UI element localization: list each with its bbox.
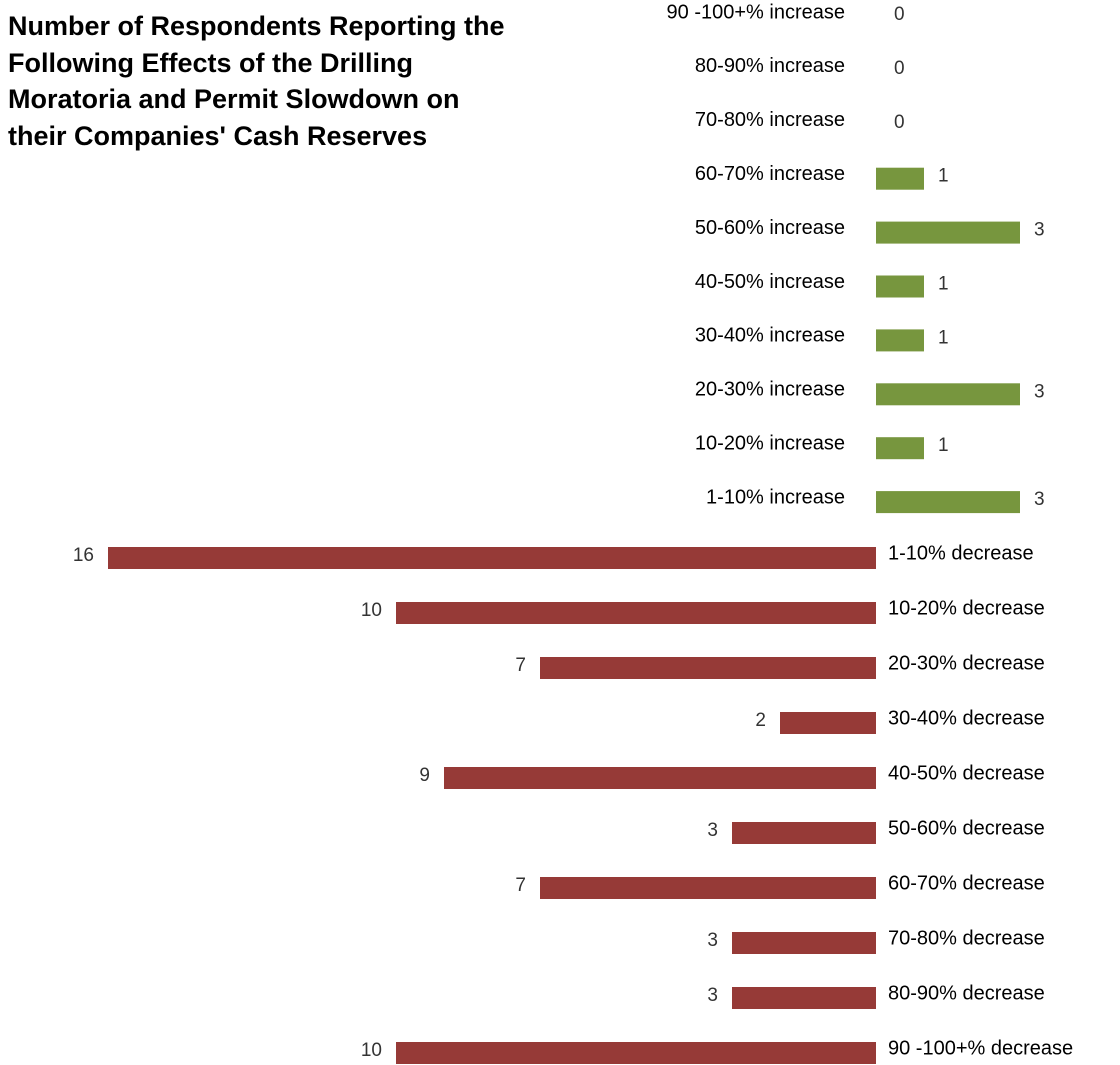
category-label: 40-50% decrease (888, 762, 1045, 784)
bar (732, 932, 876, 954)
value-label: 3 (1034, 220, 1045, 241)
category-label: 50-60% decrease (888, 817, 1045, 839)
value-label: 1 (938, 166, 949, 187)
category-label: 80-90% increase (695, 55, 845, 77)
value-label: 16 (73, 545, 94, 566)
category-label: 70-80% decrease (888, 927, 1045, 949)
bar (780, 712, 876, 734)
value-label: 0 (894, 112, 905, 133)
value-label: 3 (707, 930, 718, 951)
category-label: 1-10% decrease (888, 542, 1034, 564)
bar (540, 877, 876, 899)
value-label: 1 (938, 435, 949, 456)
category-label: 1-10% increase (706, 486, 845, 508)
chart-title: Number of Respondents Reporting the Foll… (8, 11, 505, 151)
bar (732, 822, 876, 844)
category-label: 30-40% decrease (888, 707, 1045, 729)
category-label: 10-20% increase (695, 432, 845, 454)
category-label: 70-80% increase (695, 109, 845, 131)
category-label: 90 -100+% increase (667, 1, 845, 23)
category-label: 30-40% increase (695, 325, 845, 347)
bar (876, 275, 924, 298)
category-label: 40-50% increase (695, 271, 845, 293)
bar (396, 602, 876, 624)
category-label: 60-70% increase (695, 163, 845, 185)
category-label: 60-70% decrease (888, 872, 1045, 894)
value-label: 10 (361, 1040, 382, 1061)
bar (396, 1042, 876, 1064)
category-label: 50-60% increase (695, 217, 845, 239)
bar (732, 987, 876, 1009)
bar (876, 167, 924, 190)
value-label: 1 (938, 327, 949, 348)
value-label: 10 (361, 600, 382, 621)
value-label: 9 (419, 765, 430, 786)
category-label: 90 -100+% decrease (888, 1037, 1073, 1059)
bar (876, 491, 1020, 514)
bar (540, 657, 876, 679)
value-label: 0 (894, 58, 905, 79)
value-label: 7 (515, 655, 526, 676)
category-label: 20-30% decrease (888, 652, 1045, 674)
bar (876, 383, 1020, 406)
value-label: 3 (707, 985, 718, 1006)
category-label: 10-20% decrease (888, 597, 1045, 619)
value-label: 3 (707, 820, 718, 841)
bar (876, 329, 924, 352)
value-label: 0 (894, 4, 905, 25)
category-label: 80-90% decrease (888, 982, 1045, 1004)
bar (876, 437, 924, 460)
value-label: 2 (755, 710, 766, 731)
bar (444, 767, 876, 789)
bar (876, 221, 1020, 244)
value-label: 1 (938, 274, 949, 295)
category-label: 20-30% increase (695, 379, 845, 401)
value-label: 3 (1034, 381, 1045, 402)
bar (108, 547, 876, 569)
value-label: 3 (1034, 489, 1045, 510)
value-label: 7 (515, 875, 526, 896)
